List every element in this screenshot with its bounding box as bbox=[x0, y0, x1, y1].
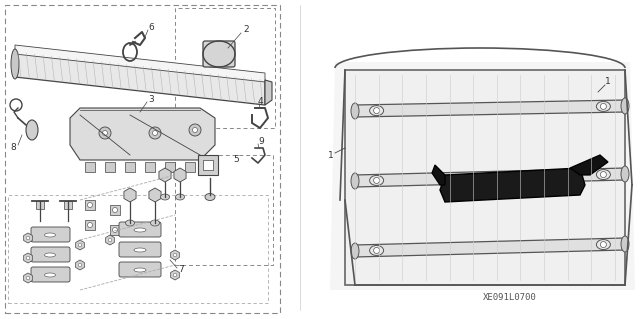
Text: 5: 5 bbox=[233, 155, 239, 165]
Bar bbox=[36, 201, 44, 209]
Circle shape bbox=[152, 130, 157, 136]
Circle shape bbox=[600, 103, 607, 109]
Ellipse shape bbox=[150, 220, 159, 226]
Polygon shape bbox=[355, 238, 625, 257]
Text: 4: 4 bbox=[258, 98, 264, 107]
Polygon shape bbox=[432, 165, 445, 185]
Bar bbox=[185, 162, 195, 172]
Circle shape bbox=[99, 127, 111, 139]
Ellipse shape bbox=[134, 228, 146, 232]
Ellipse shape bbox=[370, 245, 383, 256]
Polygon shape bbox=[330, 62, 635, 290]
Circle shape bbox=[173, 253, 177, 257]
Ellipse shape bbox=[161, 194, 170, 200]
FancyBboxPatch shape bbox=[119, 222, 161, 237]
FancyBboxPatch shape bbox=[31, 247, 70, 262]
Bar bbox=[175, 8, 275, 128]
Text: 1: 1 bbox=[605, 78, 611, 86]
Text: 6: 6 bbox=[148, 24, 154, 33]
Ellipse shape bbox=[351, 243, 359, 259]
FancyBboxPatch shape bbox=[31, 267, 70, 282]
Ellipse shape bbox=[134, 268, 146, 272]
Circle shape bbox=[149, 127, 161, 139]
Ellipse shape bbox=[370, 106, 383, 115]
Ellipse shape bbox=[351, 103, 359, 119]
Circle shape bbox=[88, 222, 93, 227]
Text: 8: 8 bbox=[10, 144, 16, 152]
Text: 3: 3 bbox=[148, 95, 154, 105]
Ellipse shape bbox=[596, 101, 611, 111]
Polygon shape bbox=[570, 155, 608, 175]
Bar bbox=[145, 162, 155, 172]
Circle shape bbox=[78, 243, 82, 247]
Bar bbox=[85, 220, 95, 230]
Circle shape bbox=[26, 256, 29, 260]
Ellipse shape bbox=[370, 175, 383, 185]
Circle shape bbox=[26, 276, 29, 280]
Ellipse shape bbox=[134, 248, 146, 252]
Bar bbox=[110, 225, 120, 235]
Bar bbox=[5, 5, 280, 313]
Bar bbox=[110, 205, 120, 215]
Bar bbox=[125, 162, 135, 172]
Ellipse shape bbox=[621, 236, 629, 252]
Circle shape bbox=[113, 207, 118, 212]
Circle shape bbox=[173, 273, 177, 277]
Circle shape bbox=[88, 203, 93, 207]
Circle shape bbox=[108, 238, 112, 242]
Ellipse shape bbox=[26, 120, 38, 140]
Circle shape bbox=[189, 124, 201, 136]
Text: 9: 9 bbox=[258, 137, 264, 146]
Polygon shape bbox=[355, 168, 625, 187]
Bar bbox=[203, 160, 213, 170]
Circle shape bbox=[374, 108, 380, 114]
Polygon shape bbox=[355, 100, 625, 117]
Bar bbox=[8, 195, 268, 303]
Polygon shape bbox=[265, 80, 272, 105]
Polygon shape bbox=[15, 52, 265, 105]
Ellipse shape bbox=[45, 273, 56, 277]
Circle shape bbox=[600, 172, 607, 178]
Polygon shape bbox=[70, 108, 215, 160]
FancyBboxPatch shape bbox=[31, 227, 70, 242]
Text: XE091L0700: XE091L0700 bbox=[483, 293, 537, 302]
Bar bbox=[85, 200, 95, 210]
Circle shape bbox=[26, 236, 29, 240]
Polygon shape bbox=[440, 168, 585, 202]
Circle shape bbox=[374, 248, 380, 253]
Polygon shape bbox=[345, 70, 625, 285]
Circle shape bbox=[78, 263, 82, 267]
FancyBboxPatch shape bbox=[203, 41, 235, 67]
Ellipse shape bbox=[351, 173, 359, 189]
Ellipse shape bbox=[621, 166, 629, 182]
Bar bbox=[165, 162, 175, 172]
FancyBboxPatch shape bbox=[119, 242, 161, 257]
FancyBboxPatch shape bbox=[119, 262, 161, 277]
Text: 7: 7 bbox=[178, 265, 184, 275]
Bar bbox=[85, 162, 95, 172]
Ellipse shape bbox=[596, 240, 611, 249]
Text: 2: 2 bbox=[243, 26, 248, 34]
Circle shape bbox=[193, 128, 198, 132]
Ellipse shape bbox=[596, 170, 611, 180]
Ellipse shape bbox=[621, 98, 629, 114]
Ellipse shape bbox=[175, 194, 184, 200]
Bar bbox=[198, 155, 218, 175]
Ellipse shape bbox=[45, 253, 56, 257]
Bar bbox=[175, 155, 273, 265]
Bar bbox=[105, 162, 115, 172]
Ellipse shape bbox=[45, 233, 56, 237]
Circle shape bbox=[600, 241, 607, 248]
Ellipse shape bbox=[11, 49, 19, 79]
Text: 1: 1 bbox=[328, 151, 333, 160]
Circle shape bbox=[102, 130, 108, 136]
Polygon shape bbox=[15, 45, 265, 82]
Ellipse shape bbox=[125, 220, 134, 226]
Ellipse shape bbox=[205, 194, 215, 201]
Bar bbox=[64, 201, 72, 209]
Circle shape bbox=[113, 227, 118, 233]
Circle shape bbox=[374, 177, 380, 183]
